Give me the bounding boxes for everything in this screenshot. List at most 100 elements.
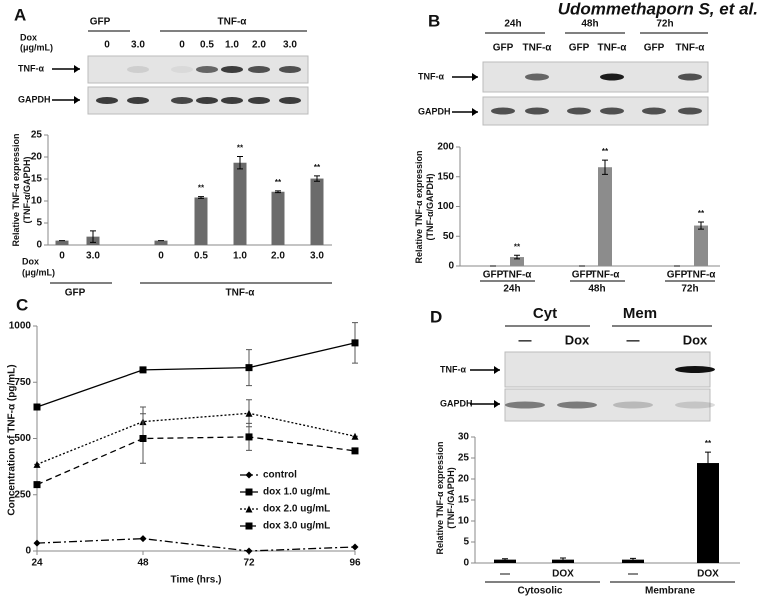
blot-header-label: Dox	[20, 32, 37, 42]
blot-group-label: 72h	[656, 19, 673, 30]
marker	[139, 366, 147, 374]
y-tick-label: 0	[36, 240, 42, 251]
blot-lane-label: GFP	[644, 43, 665, 54]
x-tick-label: 2.0	[271, 251, 285, 262]
x-axis-label: Time (hrs.)	[171, 575, 222, 586]
blot-image	[482, 61, 709, 93]
group-label: 48h	[588, 284, 605, 295]
series-line	[36, 537, 356, 552]
blot-band	[171, 97, 193, 104]
blot-row-label: TNF-α	[440, 364, 466, 374]
blot-band	[557, 401, 597, 409]
blot-band	[248, 66, 270, 73]
bar	[310, 178, 324, 245]
blot-group-label: TNF-α	[218, 17, 248, 28]
x-row-label: (μg/mL)	[22, 267, 55, 277]
y-tick-label: 500	[14, 433, 31, 444]
blot-band	[600, 73, 624, 81]
error-bar	[314, 175, 320, 182]
y-axis-label: (TNF-α/GAPDH)	[22, 156, 32, 223]
blot-group-label: GFP	[90, 17, 111, 28]
significance-label: **	[198, 184, 205, 193]
blot-lane-label: 3.0	[283, 40, 297, 51]
y-tick-label: 250	[14, 489, 31, 500]
legend-label: dox 2.0 ug/mL	[263, 504, 330, 515]
y-axis-label: Relative TNF-α expression	[11, 133, 21, 246]
series-line	[36, 412, 356, 465]
marker	[139, 435, 147, 442]
bar	[55, 240, 69, 245]
x-tick-label: 3.0	[310, 251, 324, 262]
x-tick-label: GFP	[572, 270, 593, 281]
significance-label: **	[514, 242, 521, 251]
y-tick-label: 20	[31, 152, 43, 163]
blot-lane-label: 0.5	[200, 40, 214, 51]
bar	[233, 162, 247, 245]
x-tick-label: 72	[243, 558, 255, 569]
blot-band	[127, 97, 149, 104]
x-tick-label: TNF-α	[503, 270, 533, 281]
bar	[494, 559, 516, 563]
error-bar	[90, 230, 96, 243]
blot-band	[678, 73, 702, 81]
attribution: Udommethaporn S, et al.	[558, 0, 758, 18]
y-tick-label: 10	[31, 196, 43, 207]
bar	[694, 225, 708, 266]
blot-row-label: GAPDH	[418, 106, 451, 116]
blot-lane-label: Dox	[565, 332, 590, 347]
blot-band	[279, 97, 301, 104]
y-tick-label: 20	[458, 474, 470, 485]
y-axis-label: (TNF-α/GAPDH)	[425, 173, 435, 240]
blot-band	[221, 97, 243, 104]
x-tick-label: GFP	[667, 270, 688, 281]
blot-group-label: Mem	[623, 305, 657, 322]
y-tick-label: 15	[458, 495, 470, 506]
significance-label: **	[705, 439, 712, 448]
x-tick-label: 48	[137, 558, 149, 569]
x-tick-label: —	[500, 569, 510, 580]
y-tick-label: 5	[36, 218, 42, 229]
marker	[33, 481, 41, 489]
blot-band	[196, 66, 218, 73]
x-tick-label: 0	[158, 251, 164, 262]
x-tick-label: —	[628, 569, 638, 580]
y-tick-label: 0	[25, 546, 31, 557]
blot-row-label: GAPDH	[440, 398, 473, 408]
blot-lane-label: 1.0	[225, 40, 239, 51]
x-tick-label: 0	[59, 251, 65, 262]
significance-label: **	[237, 144, 244, 153]
error-bar	[237, 156, 243, 170]
y-tick-label: 25	[31, 130, 43, 141]
blot-lane-label: GFP	[493, 43, 514, 54]
blot-band	[567, 107, 591, 115]
marker	[245, 364, 253, 372]
significance-label: **	[602, 147, 609, 156]
marker	[351, 543, 359, 551]
blot-band	[675, 366, 715, 373]
blot-image	[482, 96, 709, 126]
x-tick-label: 3.0	[86, 251, 100, 262]
y-axis-label: (TNF-/GAPDH)	[446, 467, 456, 529]
error-bar	[630, 557, 636, 562]
group-label: GFP	[65, 288, 86, 299]
error-bar	[602, 159, 608, 175]
marker	[33, 539, 41, 547]
arrow-head	[74, 65, 80, 73]
blot-band	[525, 107, 549, 115]
y-tick-label: 10	[458, 516, 470, 527]
bar	[154, 240, 168, 245]
group-label: TNF-α	[226, 288, 256, 299]
marker	[245, 471, 253, 479]
arrow-head	[472, 108, 478, 116]
error-bar	[275, 190, 281, 194]
blot-band	[221, 66, 243, 73]
blot-band	[678, 107, 702, 115]
blot-band	[279, 66, 301, 73]
legend-label: dox 3.0 ug/mL	[263, 521, 330, 532]
marker	[245, 505, 253, 513]
y-tick-label: 30	[458, 432, 470, 443]
blot-group-label: Cyt	[533, 305, 557, 322]
y-tick-label: 150	[437, 171, 454, 182]
marker	[245, 433, 253, 441]
blot-header-label: (μg/mL)	[20, 42, 53, 52]
